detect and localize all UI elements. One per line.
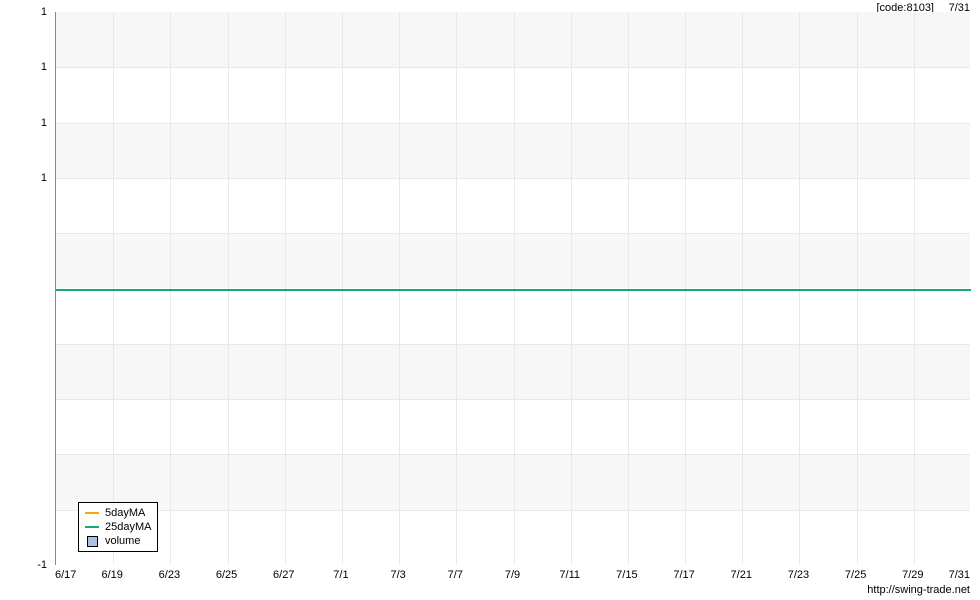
x-tick-label: 7/21	[731, 569, 752, 581]
x-tick-label: 7/1	[333, 569, 348, 581]
y-tick-label: 1	[0, 172, 47, 184]
legend-swatch-line	[85, 512, 99, 514]
x-tick-label: 7/23	[788, 569, 809, 581]
grid-band	[56, 510, 970, 565]
x-tick-label: 6/23	[159, 569, 180, 581]
legend-label: volume	[105, 535, 140, 547]
grid-band	[56, 12, 970, 67]
plot-area	[55, 12, 970, 565]
legend-label: 25dayMA	[105, 521, 151, 533]
x-tick-label: 7/15	[616, 569, 637, 581]
h-gridline	[56, 454, 970, 455]
legend-item: volume	[85, 534, 151, 548]
y-tick-label: 1	[0, 61, 47, 73]
grid-band	[56, 233, 970, 288]
x-tick-label: 6/25	[216, 569, 237, 581]
grid-band	[56, 178, 970, 233]
x-tick-label: 6/17	[55, 569, 76, 581]
y-tick-label: -1	[0, 559, 47, 571]
h-gridline	[56, 67, 970, 68]
y-tick-label: 1	[0, 117, 47, 129]
x-tick-label: 6/27	[273, 569, 294, 581]
h-gridline	[56, 233, 970, 234]
legend-label: 5dayMA	[105, 507, 145, 519]
h-gridline	[56, 399, 970, 400]
legend: 5dayMA 25dayMA volume	[78, 502, 158, 552]
h-gridline	[56, 123, 970, 124]
x-tick-label: 7/25	[845, 569, 866, 581]
grid-band	[56, 289, 970, 344]
legend-item: 5dayMA	[85, 506, 151, 520]
legend-swatch-box	[87, 536, 98, 547]
grid-band	[56, 454, 970, 509]
y-tick-label: 1	[0, 6, 47, 18]
x-tick-label: 7/29	[902, 569, 923, 581]
legend-item: 25dayMA	[85, 520, 151, 534]
x-tick-label: 6/19	[101, 569, 122, 581]
x-tick-label: 7/11	[559, 569, 580, 581]
h-gridline	[56, 510, 970, 511]
line-25dayma	[56, 289, 971, 291]
grid-band	[56, 344, 970, 399]
h-gridline	[56, 178, 970, 179]
x-tick-label: 7/3	[390, 569, 405, 581]
x-tick-label: 7/7	[448, 569, 463, 581]
grid-band	[56, 67, 970, 122]
footer-url: http://swing-trade.net	[867, 584, 970, 596]
grid-band	[56, 123, 970, 178]
chart-container: [code:8103] 7/31 1111-1 6/176/196/236/25…	[0, 0, 980, 600]
x-tick-label: 7/9	[505, 569, 520, 581]
x-tick-label: 7/31	[949, 569, 970, 581]
h-gridline	[56, 344, 970, 345]
grid-band	[56, 399, 970, 454]
x-tick-label: 7/17	[673, 569, 694, 581]
legend-swatch-line	[85, 526, 99, 528]
